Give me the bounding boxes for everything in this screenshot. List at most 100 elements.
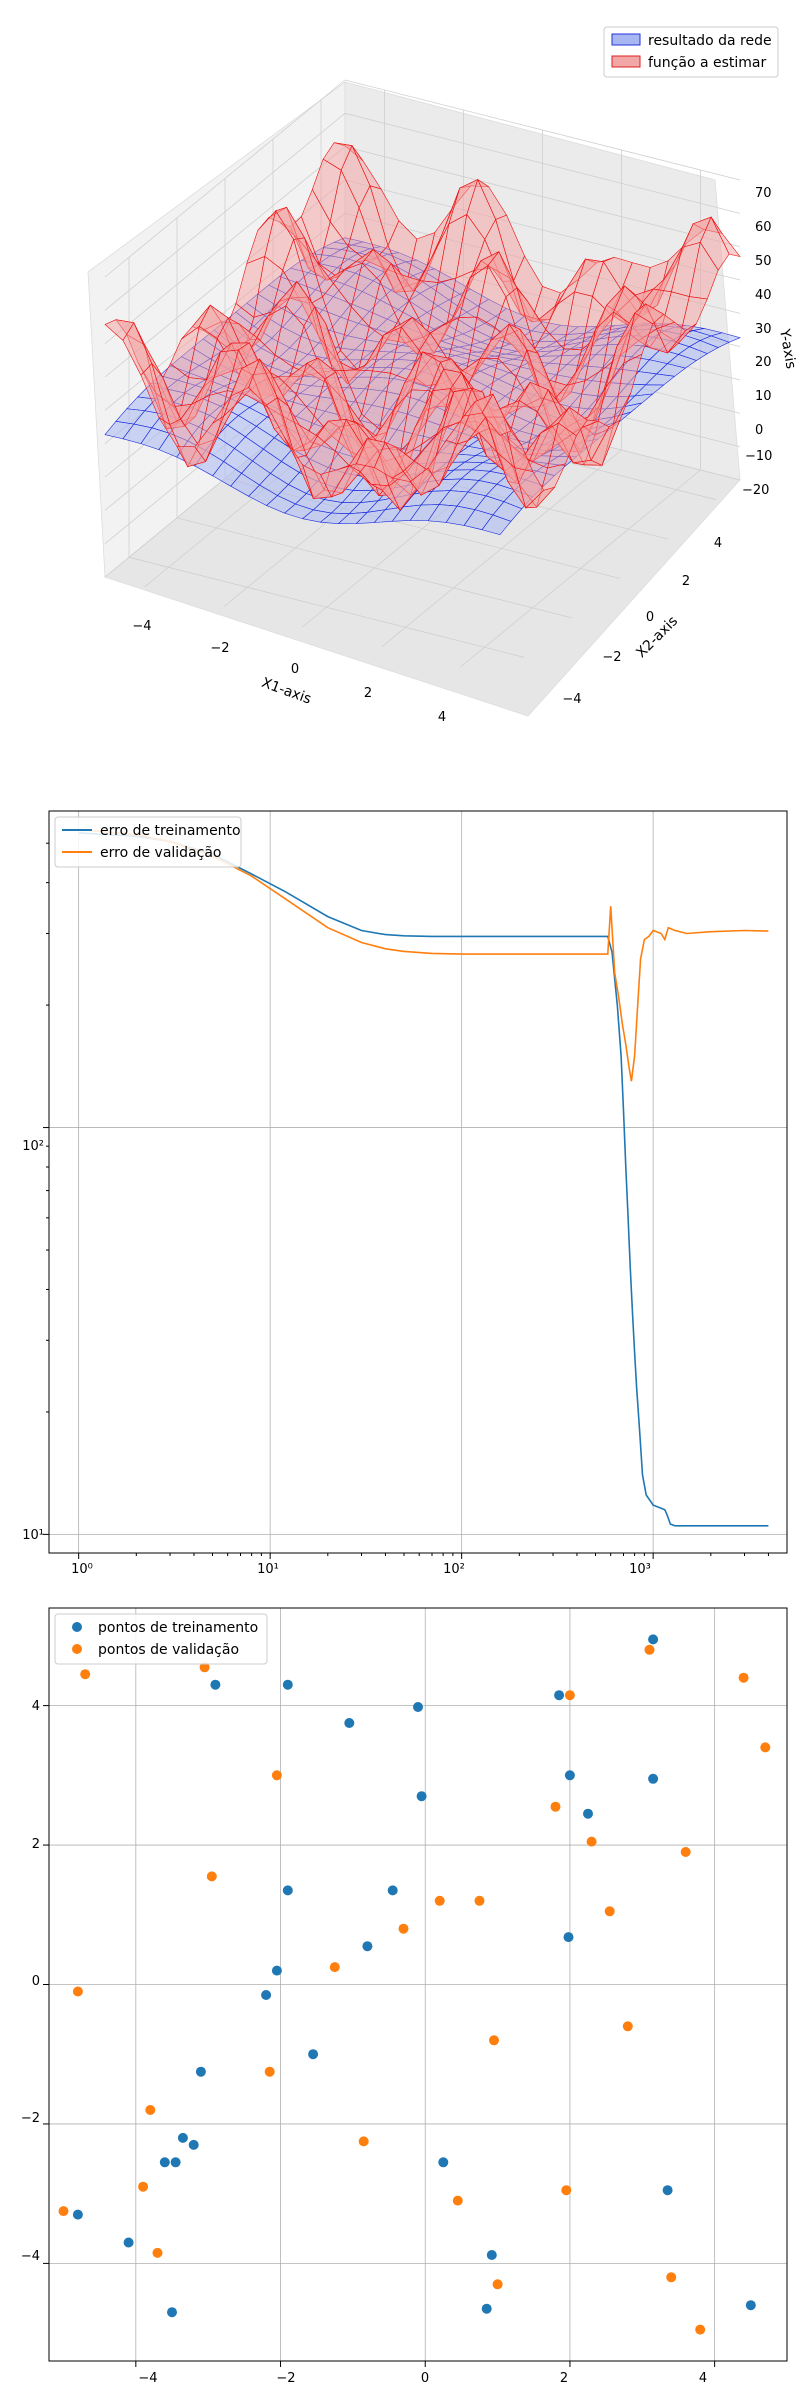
- training-point: [72, 2209, 83, 2220]
- training-point: [648, 1773, 659, 1784]
- validation-point: [760, 1742, 771, 1753]
- legend-label-train: erro de treinamento: [100, 823, 241, 839]
- validation-point: [206, 1871, 217, 1882]
- validation-point: [434, 1895, 445, 1906]
- x1-axis-label: X1-axis: [259, 675, 313, 708]
- training-point: [413, 1702, 423, 1712]
- legend-swatch-red: [611, 55, 641, 68]
- x2-tick: 0: [646, 610, 654, 625]
- validation-error-line: [78, 828, 769, 1082]
- loss-xtick-labels: 10⁰ 10¹ 10² 10³: [71, 1562, 651, 1577]
- training-point: [282, 1679, 293, 1690]
- y-tick-label: 10¹: [22, 1528, 44, 1543]
- x1-tick: −2: [210, 641, 229, 656]
- training-point: [170, 2157, 181, 2168]
- training-point: [308, 2049, 319, 2060]
- loss-series: [78, 828, 769, 1527]
- validation-point: [604, 1906, 615, 1917]
- y-tick-label: 10²: [22, 1139, 44, 1154]
- x-tick-label: 10²: [443, 1562, 465, 1577]
- loss-ytick-labels: 10¹ 10²: [22, 1139, 44, 1543]
- legend-swatch-blue: [611, 33, 641, 46]
- validation-point: [58, 2206, 69, 2217]
- validation-point: [666, 2272, 677, 2283]
- legend-label-val: erro de validação: [100, 845, 222, 861]
- blue-surface-facet: [481, 514, 512, 536]
- training-point: [282, 1885, 293, 1896]
- validation-point: [398, 1923, 409, 1934]
- x-tick-label: 10³: [629, 1562, 651, 1577]
- x-tick-label: 10⁰: [71, 1562, 93, 1577]
- x1-tick: −4: [132, 619, 151, 634]
- scatter-xtick-labels: −4 −2 0 2 4: [138, 2371, 707, 2386]
- z-tick: 10: [755, 389, 772, 404]
- scatter-chart-panel: −4 −2 0 2 4 −4 −2 0 2 4 pontos de treina…: [0, 1590, 800, 2400]
- z-tick: 40: [755, 288, 772, 303]
- scatter-points: [58, 1634, 771, 2335]
- training-point: [583, 1808, 593, 1819]
- training-point: [662, 2185, 673, 2196]
- training-point: [362, 1941, 373, 1952]
- z-tick: 60: [755, 220, 772, 235]
- validation-point: [586, 1836, 597, 1847]
- validation-point: [271, 1770, 282, 1781]
- training-point: [159, 2157, 170, 2168]
- x1-tick: 4: [438, 710, 446, 725]
- legend-box: [54, 816, 242, 868]
- x2-tick: −4: [562, 692, 581, 707]
- legend-label-target: função a estimar: [648, 55, 766, 71]
- training-point: [188, 2139, 199, 2150]
- validation-point: [564, 1690, 575, 1701]
- training-point: [563, 1932, 574, 1943]
- validation-point: [644, 1644, 655, 1655]
- loss-chart-panel: 10⁰ 10¹ 10² 10³ 10¹ 10² erro de treiname…: [0, 790, 800, 1590]
- validation-point: [489, 2035, 499, 2046]
- wall-gridline: [104, 79, 741, 278]
- y-tick-label: 0: [32, 1974, 40, 1989]
- training-point: [486, 2250, 497, 2260]
- surface-chart: −4 −2 0 2 4 X1-axis −4 −2 0 2 4 X2-axis …: [87, 26, 799, 725]
- loss-ticks: [43, 842, 769, 1559]
- wall-gridline: [104, 112, 741, 311]
- legend-label-network: resultado da rede: [648, 33, 772, 49]
- validation-point: [452, 2195, 463, 2206]
- z-tick: 50: [755, 254, 772, 269]
- z-tick: −20: [742, 483, 769, 498]
- training-point: [648, 1634, 659, 1645]
- z-tick: 70: [755, 186, 772, 201]
- training-point: [177, 2132, 188, 2143]
- training-error-line: [78, 832, 769, 1527]
- x1-tick: 0: [291, 662, 299, 677]
- training-point: [261, 1990, 272, 2000]
- legend-marker-val: [72, 1644, 82, 1654]
- loss-legend: erro de treinamento erro de validação: [54, 816, 242, 868]
- x2-tick: 2: [682, 574, 690, 589]
- z-tick: 20: [755, 355, 772, 370]
- scatter-ytick-labels: −4 −2 0 2 4: [21, 1699, 40, 2264]
- y-tick-label: 4: [32, 1699, 40, 1714]
- scatter-gridlines: [49, 1608, 787, 2361]
- scatter-legend: pontos de treinamento pontos de validaçã…: [54, 1613, 268, 1665]
- scatter-chart: −4 −2 0 2 4 −4 −2 0 2 4 pontos de treina…: [21, 1607, 788, 2386]
- validation-point: [264, 2066, 275, 2077]
- x1-tick: 2: [364, 686, 372, 701]
- legend-label-train: pontos de treinamento: [98, 1620, 258, 1636]
- target-function-surface: [104, 142, 741, 511]
- training-point: [167, 2307, 177, 2318]
- red-surface-facet: [481, 393, 512, 436]
- validation-point: [492, 2279, 503, 2290]
- y-tick-label: 2: [32, 1837, 40, 1852]
- x-tick-label: 0: [421, 2371, 429, 2386]
- validation-point: [329, 1962, 340, 1973]
- floor-gridline: [460, 469, 701, 668]
- training-point: [438, 2157, 449, 2168]
- legend-box: [54, 1613, 268, 1665]
- y-tick-label: −2: [21, 2111, 40, 2126]
- validation-point: [622, 2021, 633, 2032]
- training-point: [344, 1718, 355, 1728]
- y-tick-label: −4: [21, 2249, 40, 2264]
- y-axis-label: Y-axis: [776, 327, 799, 370]
- training-point: [195, 2066, 206, 2077]
- x-tick-label: 2: [560, 2371, 568, 2386]
- legend-marker-train: [72, 1622, 82, 1632]
